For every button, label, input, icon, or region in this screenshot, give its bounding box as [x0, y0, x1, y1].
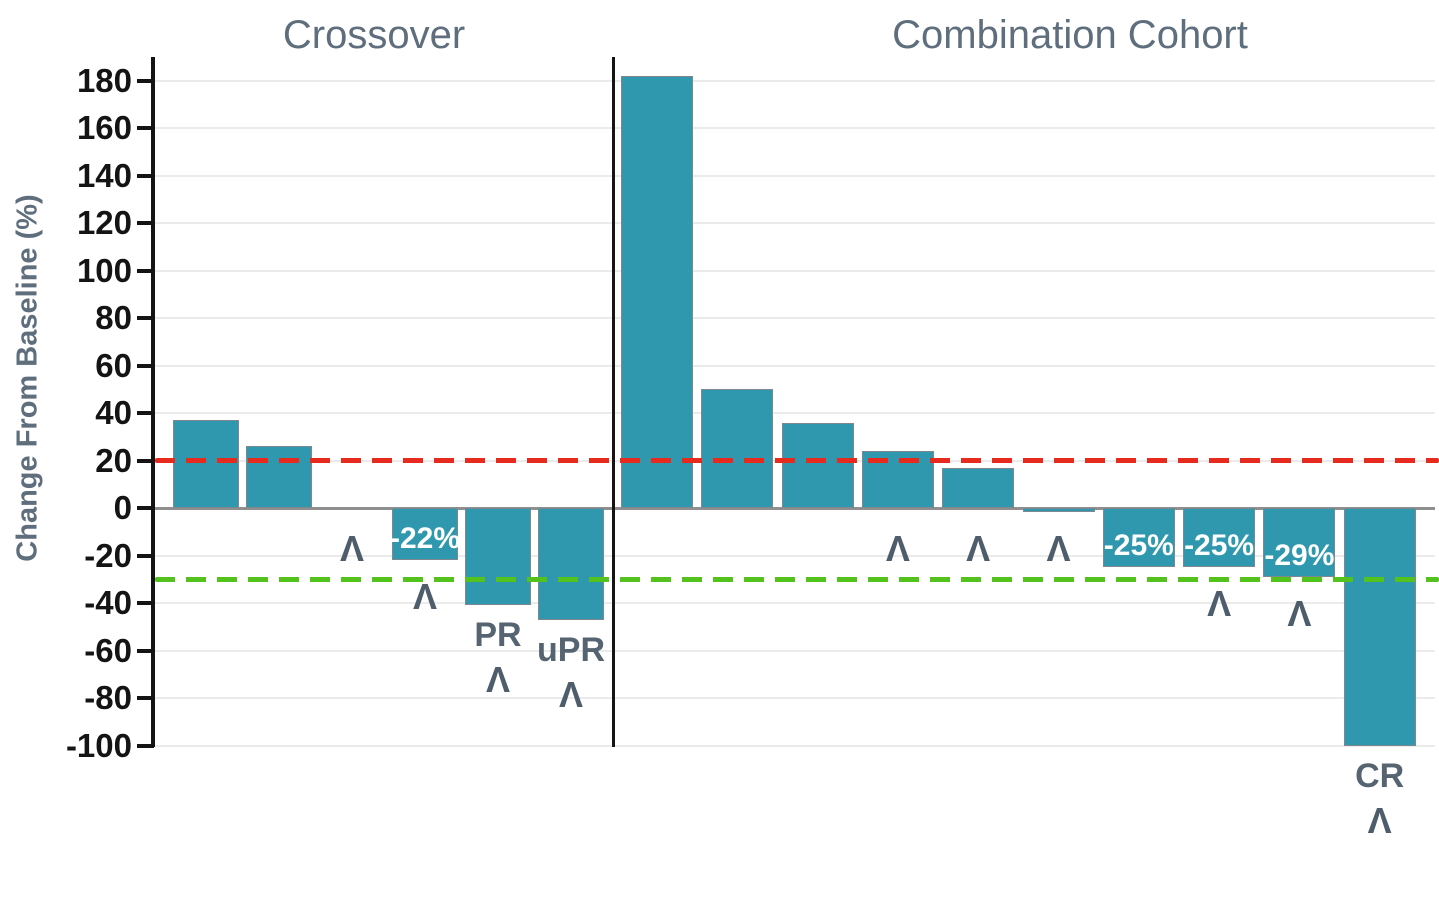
bar-combination-cohort-9: [1263, 508, 1336, 577]
threshold-line-lower: [155, 576, 1439, 582]
response-label: uPR: [537, 630, 605, 669]
bar-combination-cohort-6: [1022, 508, 1095, 512]
bar-crossover-6: [538, 508, 604, 620]
gridline: [155, 697, 1435, 699]
y-axis-tick-label: 40: [95, 394, 132, 431]
value-label: -25%: [1103, 529, 1174, 563]
y-axis-line: [151, 57, 155, 747]
y-axis-tick: [137, 696, 154, 700]
gridline: [155, 364, 1435, 367]
y-axis-tick-label: -40: [84, 584, 132, 621]
value-label: -29%: [1264, 538, 1335, 572]
y-axis-tick-label: -20: [84, 536, 132, 574]
bar-combination-cohort-8: [1183, 508, 1256, 568]
caret-annotation: Λ: [1207, 583, 1232, 625]
y-axis-tick: [137, 221, 154, 225]
gridline: [155, 269, 1435, 272]
caret-annotation: Λ: [412, 576, 438, 618]
y-axis-tick-label: -60: [84, 631, 132, 669]
gridline: [155, 79, 1435, 82]
y-axis-tick: [137, 553, 154, 558]
caret-annotation: Λ: [558, 673, 584, 715]
y-axis-tick-label: 140: [76, 156, 132, 194]
caret-annotation: Λ: [966, 528, 991, 569]
y-axis-tick-label: 80: [95, 299, 132, 336]
y-axis-tick: [137, 411, 154, 415]
bar-combination-cohort-5: [942, 467, 1015, 508]
gridline: [155, 554, 1435, 557]
value-label: -25%: [1184, 529, 1255, 563]
bar-combination-cohort-3: [781, 422, 854, 508]
caret-annotation: Λ: [885, 528, 910, 569]
y-axis-tick-label: 0: [113, 489, 132, 526]
bar-combination-cohort-1: [621, 75, 693, 508]
bar-crossover-1: [173, 420, 239, 508]
y-axis-tick: [137, 78, 154, 83]
zero-baseline: [155, 506, 1435, 510]
threshold-line-upper: [155, 458, 1439, 463]
y-axis-tick: [137, 601, 154, 605]
y-axis-tick: [137, 506, 154, 510]
y-axis-tick: [137, 743, 154, 748]
gridline: [155, 412, 1435, 414]
caret-annotation: Λ: [1287, 592, 1312, 634]
panel-title-combination: Combination Cohort: [892, 13, 1248, 57]
y-axis-tick: [137, 363, 154, 368]
y-axis-tick: [137, 126, 154, 130]
panel-divider-line: [612, 57, 615, 747]
bar-combination-cohort-7: [1102, 508, 1175, 568]
caret-annotation: Λ: [485, 659, 511, 701]
gridline: [155, 222, 1435, 224]
caret-annotation: Λ: [339, 528, 365, 569]
y-axis-tick: [137, 316, 154, 320]
bar-crossover-4: [392, 508, 458, 561]
gridline: [155, 649, 1435, 652]
y-axis-tick-label: 120: [76, 204, 132, 241]
y-axis-tick: [137, 648, 154, 653]
y-axis-tick-label: 160: [76, 109, 132, 146]
caret-annotation: Λ: [1367, 799, 1392, 841]
panel-title-crossover: Crossover: [282, 13, 466, 57]
response-label: PR: [474, 616, 522, 655]
y-axis-tick-label: 180: [76, 61, 132, 99]
bar-combination-cohort-10: [1343, 508, 1416, 746]
y-axis-tick-label: 20: [95, 441, 132, 479]
y-axis-tick: [137, 173, 154, 178]
response-label: CR: [1355, 756, 1405, 795]
gridline: [155, 317, 1435, 319]
gridline: [155, 127, 1435, 129]
y-axis-tick: [137, 268, 154, 273]
y-axis-tick-label: -80: [84, 679, 132, 716]
y-axis-tick-label: 100: [76, 251, 132, 289]
y-axis-tick-label: 60: [95, 346, 132, 384]
value-label: -22%: [389, 522, 461, 556]
y-axis-tick: [137, 458, 154, 463]
bar-crossover-2: [246, 446, 312, 508]
gridline: [155, 174, 1435, 177]
bar-combination-cohort-2: [701, 389, 774, 508]
caret-annotation: Λ: [1046, 528, 1071, 569]
bar-crossover-5: [465, 508, 531, 606]
gridline: [155, 602, 1435, 604]
gridline: [155, 744, 1435, 747]
y-axis-tick-label: -100: [65, 726, 132, 764]
